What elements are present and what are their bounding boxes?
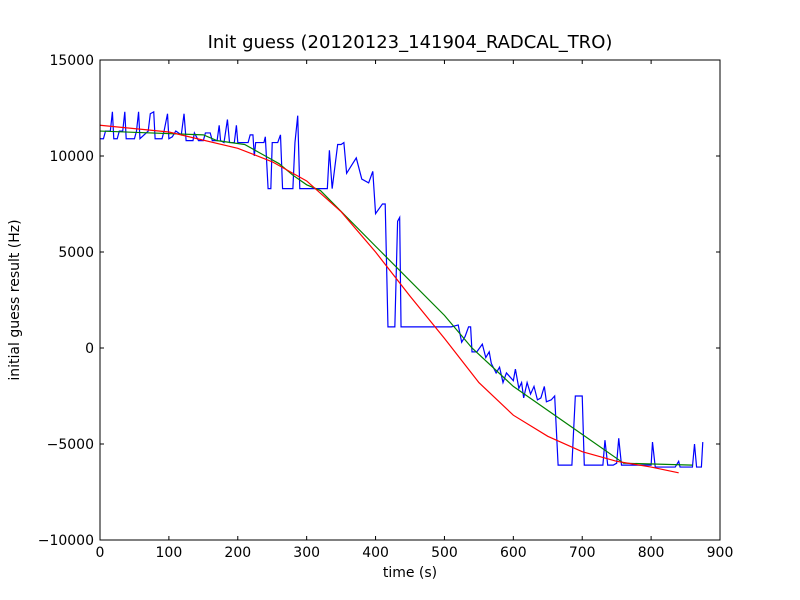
- x-tick-label: 900: [707, 545, 734, 561]
- y-axis-label: initial guess result (Hz): [7, 219, 23, 380]
- x-axis-label: time (s): [383, 565, 437, 581]
- y-tick-label: 10000: [49, 149, 94, 165]
- plot-frame: [99, 59, 721, 541]
- y-tick-label: 15000: [49, 53, 94, 69]
- x-tick-label: 300: [293, 545, 320, 561]
- data-line: [100, 110, 704, 468]
- y-tick-label: −10000: [38, 533, 94, 549]
- x-tick-label: 700: [569, 545, 596, 561]
- x-tick-label: 600: [500, 545, 527, 561]
- y-tick-label: 5000: [58, 245, 94, 261]
- x-tick-label: 400: [362, 545, 389, 561]
- x-tick-label: 0: [96, 545, 105, 561]
- y-tick-label: −5000: [47, 437, 94, 453]
- x-tick-label: 200: [224, 545, 251, 561]
- x-tick-label: 500: [431, 545, 458, 561]
- x-tick-label: 100: [156, 545, 183, 561]
- chart-title: Init guess (20120123_141904_RADCAL_TRO): [208, 32, 613, 53]
- y-tick-label: 0: [85, 341, 94, 357]
- x-tick-label: 800: [638, 545, 665, 561]
- data-line: [99, 124, 679, 474]
